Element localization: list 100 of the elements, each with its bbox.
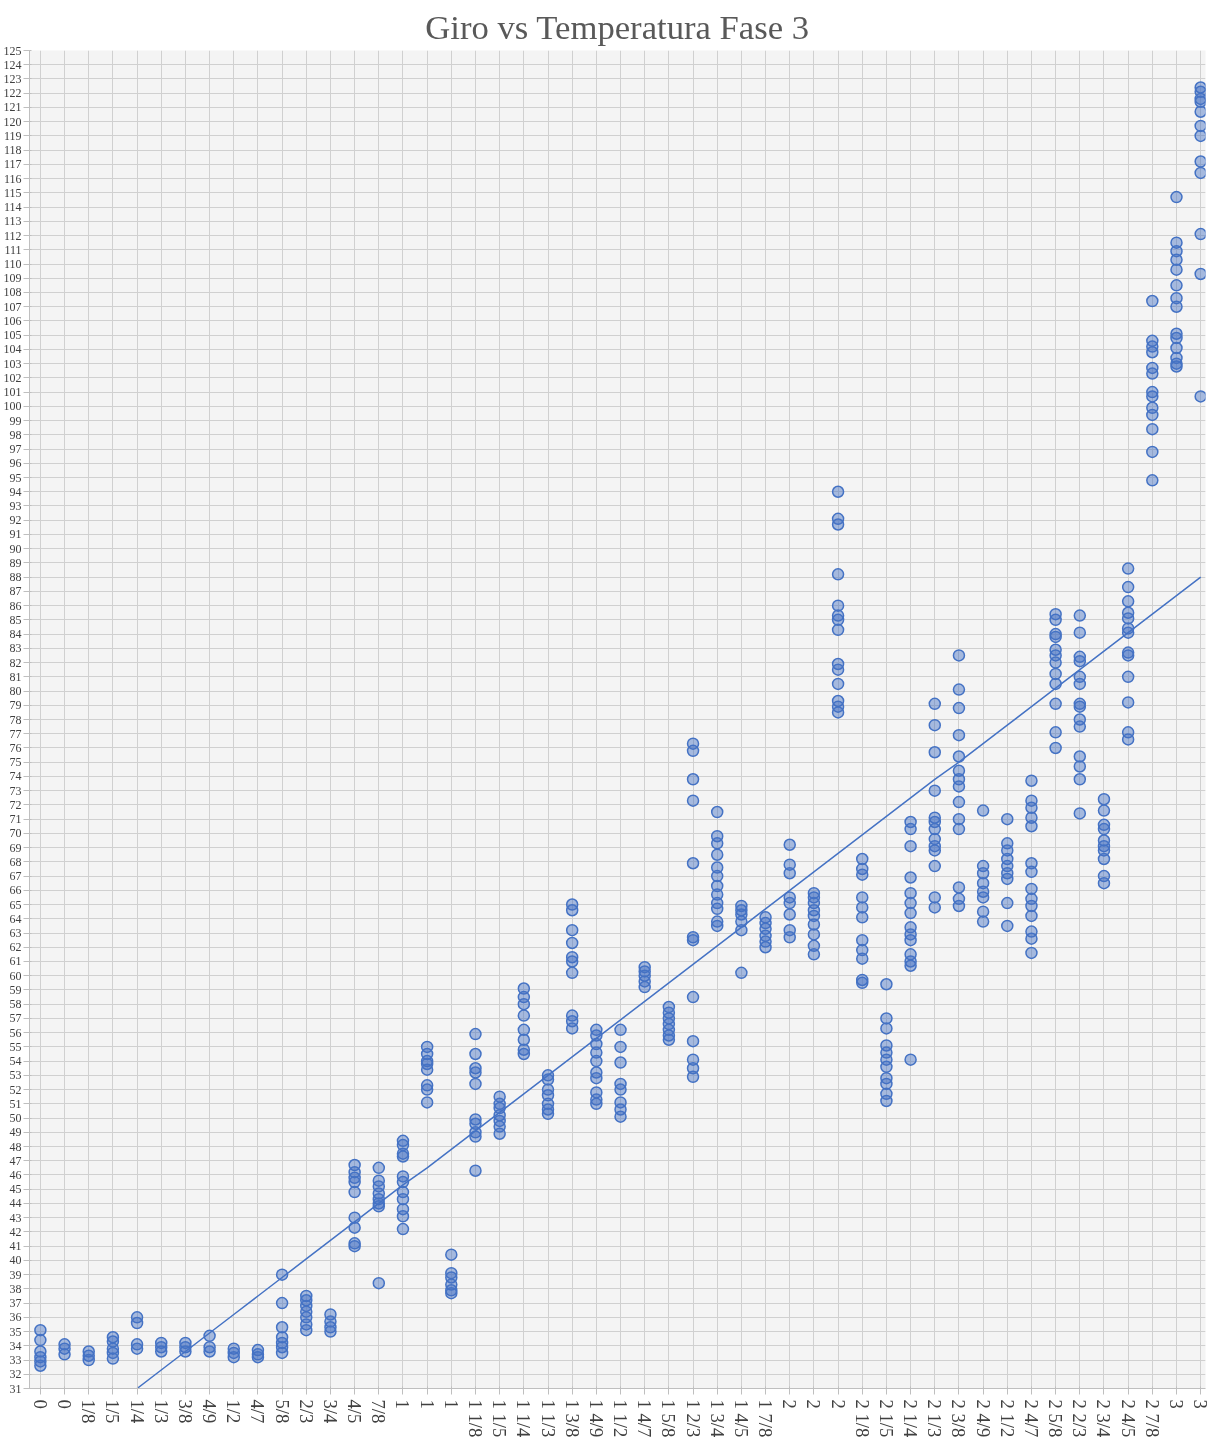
y-tick-label: 81 [9,669,22,684]
point [1170,331,1183,345]
y-tick-label: 80 [9,684,22,699]
y-tick-label: 70 [9,826,22,841]
point [904,822,917,836]
y-tick-label: 86 [9,598,22,613]
y-tick-label: 110 [3,257,22,272]
point [614,1023,627,1037]
point [710,837,724,850]
point [348,1175,361,1189]
point [1073,773,1087,786]
point [952,812,966,826]
y-tick-label: 75 [9,755,22,770]
y-tick-label: 68 [9,854,22,869]
point [856,952,869,965]
point [831,623,845,637]
point [1194,166,1206,180]
x-tick-label: 1 [440,1399,462,1409]
x-tick-label: 2 3/8 [948,1399,970,1438]
y-tick-label: 55 [9,1039,22,1054]
point [1097,804,1111,817]
point [783,896,796,910]
y-tick-label: 76 [9,740,22,755]
point [710,848,724,861]
point [904,871,917,884]
point [831,568,845,581]
y-tick-label: 87 [9,584,22,599]
point [1073,626,1087,639]
point [1194,155,1206,168]
y-tick-label: 46 [9,1167,22,1182]
y-tick-label: 108 [3,285,22,300]
point [106,1352,120,1365]
y-tick-label: 48 [9,1139,22,1154]
point [1146,474,1159,487]
point [807,948,821,961]
y-tick-label: 67 [9,869,22,884]
point [880,1060,893,1074]
point [831,613,845,627]
point [928,859,942,873]
point [1146,408,1159,422]
y-tick-label: 45 [9,1182,22,1197]
y-tick-label: 50 [9,1111,22,1126]
point [1146,346,1159,359]
point [904,959,917,972]
y-tick-label: 109 [3,271,22,286]
point [469,1077,482,1091]
x-tick-label: 1/3 [150,1399,172,1424]
point [904,1053,917,1066]
point [34,1333,47,1347]
y-tick-label: 69 [9,840,22,855]
y-tick-label: 99 [9,413,22,428]
y-tick-label: 61 [9,954,22,969]
x-tick-label: 2 2/3 [1069,1399,1091,1438]
x-tick-label: 1 3/8 [561,1399,583,1438]
x-tick-label: 1/5 [102,1399,124,1424]
x-tick-label: 2 4/7 [1020,1399,1042,1438]
y-tick-label: 43 [9,1210,22,1225]
point [952,795,966,809]
point [275,1296,289,1310]
point [952,881,966,894]
point [1049,613,1062,627]
point [807,928,821,941]
point [976,891,990,904]
y-tick-label: 122 [3,86,22,101]
point [710,902,724,916]
point [1049,726,1062,739]
y-tick-label: 95 [9,470,22,485]
point [1170,190,1183,204]
point [1001,812,1014,826]
point [1146,294,1159,308]
y-tick-label: 98 [9,427,22,442]
point [904,886,917,900]
point [638,980,651,994]
point [1001,919,1014,933]
point [710,805,724,819]
point [1073,654,1087,668]
point [565,955,579,968]
x-tick-label: 1 1/2 [610,1399,632,1438]
x-tick-label: 4/7 [247,1399,269,1424]
x-tick-label: 7/8 [368,1399,390,1424]
point [372,1161,386,1175]
x-tick-label: 1 5/8 [658,1399,680,1438]
point [880,1022,893,1035]
point [614,1110,627,1123]
point [1025,899,1038,913]
y-tick-label: 53 [9,1068,22,1083]
point [590,1054,603,1068]
y-tick-label: 125 [3,43,22,58]
y-tick-label: 65 [9,897,22,912]
y-tick-label: 114 [3,200,22,215]
point [1170,279,1183,292]
y-tick-label: 77 [9,726,22,741]
y-tick-label: 82 [9,655,22,670]
x-tick-label: 2 [779,1399,801,1409]
y-tick-label: 54 [9,1054,22,1069]
y-tick-label: 92 [9,513,22,528]
y-tick-label: 62 [9,940,22,955]
point [517,1047,531,1061]
point [1121,580,1135,594]
x-tick-label: 2 1/2 [996,1399,1018,1438]
